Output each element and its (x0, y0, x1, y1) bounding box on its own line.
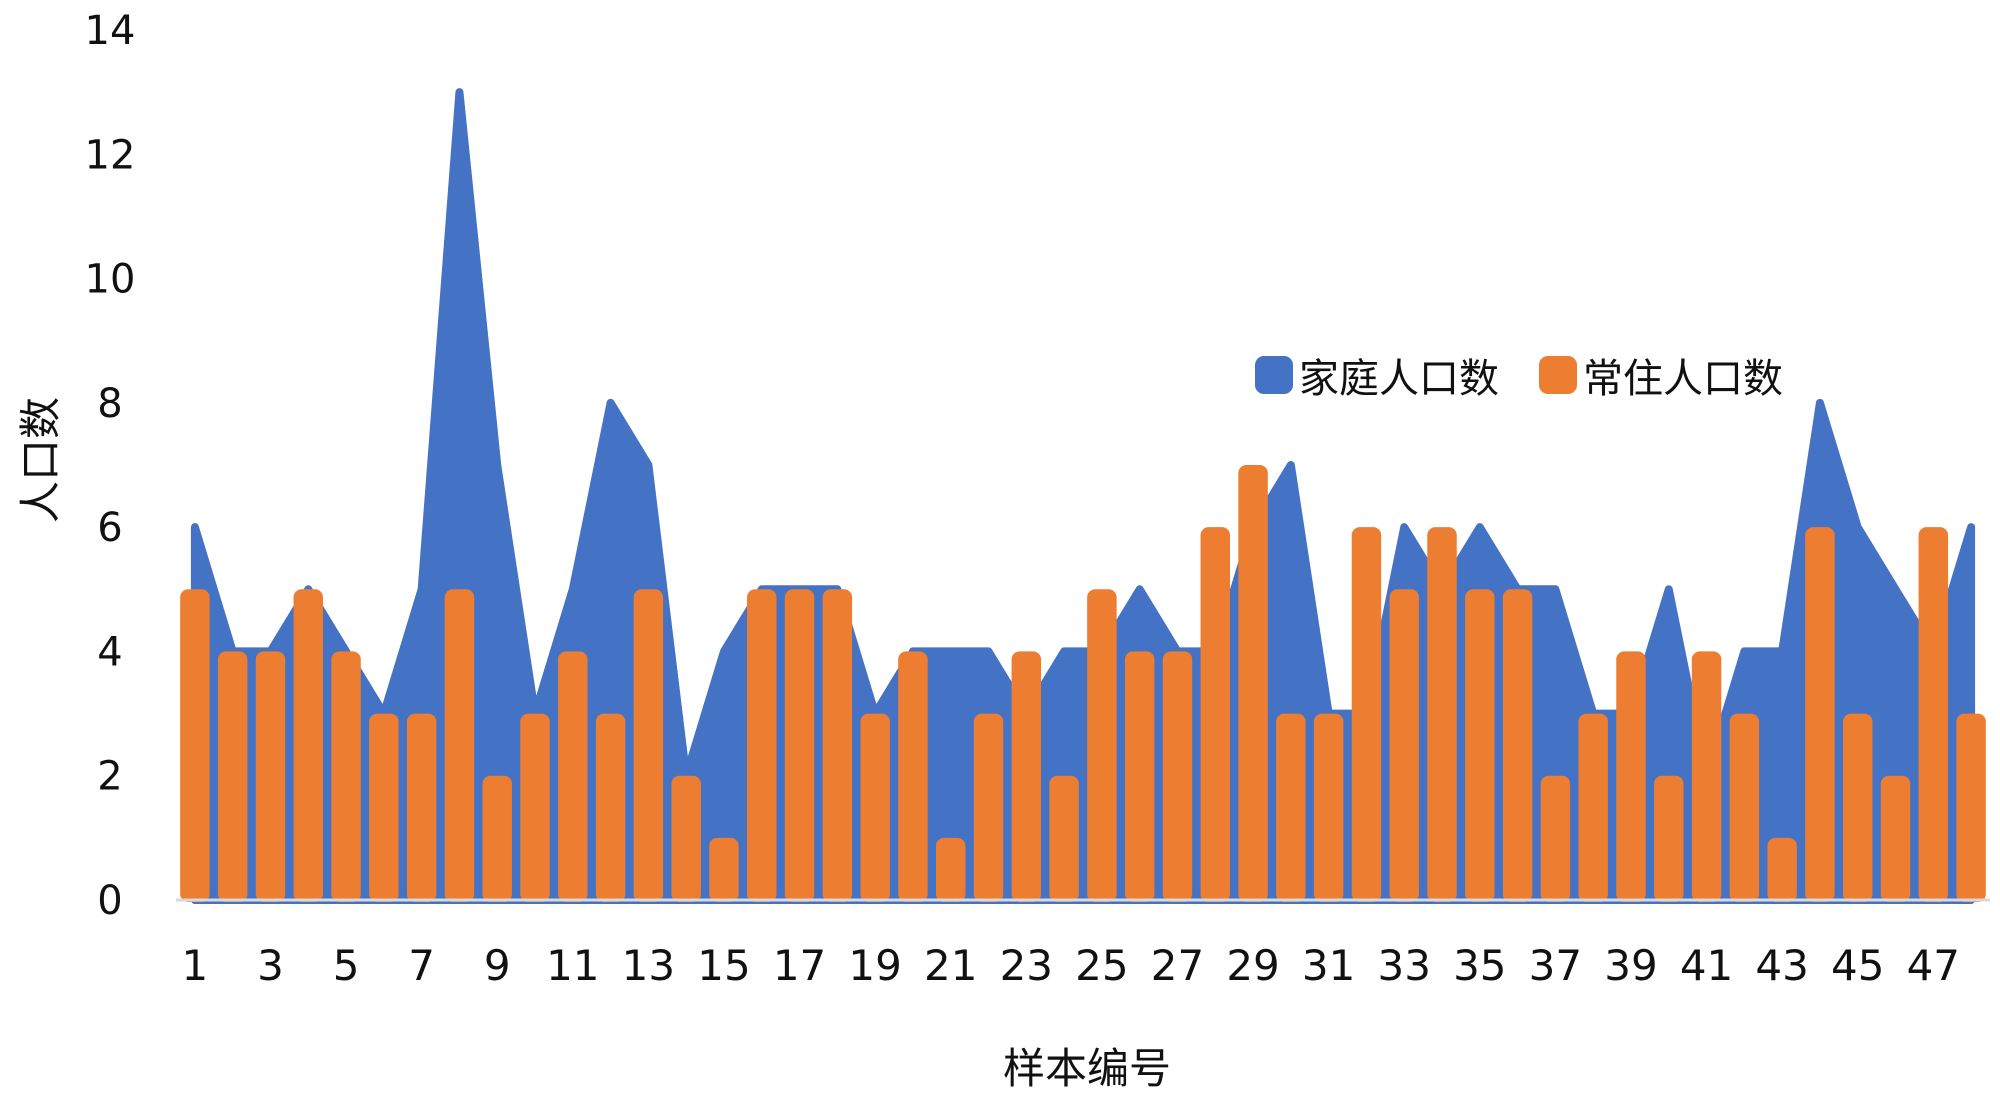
x-tick-label: 19 (848, 941, 901, 990)
bar-resident (709, 837, 739, 902)
bar-resident (1842, 713, 1873, 902)
bar-resident (1124, 651, 1155, 902)
bar-resident (1049, 775, 1079, 902)
bar-resident (558, 651, 588, 902)
bar-resident (1956, 713, 1986, 902)
bar-resident (1238, 465, 1268, 902)
bar-resident (1427, 527, 1457, 902)
x-tick-labels: 1 3 5 7 9 11 13 15 17 19 21 23 25 27 29 31 33 35 37 39 41 43 4… (182, 941, 1961, 990)
bar-resident (1578, 713, 1608, 902)
bar-resident (1729, 713, 1760, 902)
bar-resident (822, 589, 853, 902)
bar-resident (935, 837, 966, 902)
bar-resident (1200, 527, 1231, 902)
bar-resident (1691, 651, 1722, 902)
legend-swatch-household (1255, 356, 1293, 394)
bar-resident (331, 651, 361, 902)
x-tick-label: 1 (182, 941, 209, 990)
x-tick-label: 33 (1378, 941, 1431, 990)
bar-resident (1502, 589, 1533, 902)
bar-layer (180, 465, 1986, 902)
y-tick-labels: 0 2 4 6 8 10 12 14 (85, 8, 136, 924)
bar-resident (255, 651, 286, 902)
x-tick-label: 25 (1075, 941, 1128, 990)
x-tick-label: 39 (1604, 941, 1657, 990)
y-tick-label: 8 (97, 381, 122, 427)
bar-resident (1011, 651, 1042, 902)
bar-resident (747, 589, 777, 902)
x-tick-label: 47 (1907, 941, 1960, 990)
y-tick-label: 10 (85, 257, 136, 303)
x-tick-label: 45 (1831, 941, 1884, 990)
bar-resident (595, 713, 626, 902)
legend: 家庭人口数 常住人口数 (1255, 346, 1823, 404)
x-tick-label: 43 (1755, 941, 1808, 990)
x-tick-label: 17 (773, 941, 826, 990)
y-axis-title: 人口数 (16, 397, 65, 523)
bar-resident (444, 589, 475, 902)
x-tick-label: 23 (1000, 941, 1053, 990)
x-tick-label: 13 (622, 941, 675, 990)
bar-resident (784, 589, 815, 902)
bar-resident (293, 589, 324, 902)
bar-resident (406, 713, 437, 902)
bar-resident (1767, 837, 1797, 902)
legend-label-household: 家庭人口数 (1299, 356, 1499, 402)
bar-resident (860, 713, 890, 902)
x-tick-label: 41 (1680, 941, 1733, 990)
y-tick-label: 0 (97, 878, 122, 924)
bar-resident (1351, 527, 1382, 902)
bar-resident (1087, 589, 1117, 902)
legend-label-resident: 常住人口数 (1583, 356, 1783, 402)
x-tick-label: 5 (333, 941, 360, 990)
bar-resident (1616, 651, 1646, 902)
x-tick-label: 27 (1151, 941, 1204, 990)
bar-resident (217, 651, 248, 902)
bar-resident (369, 713, 399, 902)
x-axis-title: 样本编号 (1003, 1044, 1171, 1093)
bar-resident (1313, 713, 1344, 902)
x-tick-label: 7 (408, 941, 435, 990)
x-tick-label: 9 (484, 941, 511, 990)
bar-resident (633, 589, 664, 902)
x-tick-label: 35 (1453, 941, 1506, 990)
y-tick-label: 2 (97, 754, 122, 800)
bar-resident (1276, 713, 1306, 902)
x-tick-label: 11 (546, 941, 599, 990)
bar-resident (1918, 527, 1949, 902)
legend-swatch-resident (1539, 356, 1577, 394)
y-tick-label: 4 (97, 629, 122, 675)
x-tick-label: 3 (257, 941, 284, 990)
bar-resident (180, 589, 210, 902)
bar-resident (1465, 589, 1495, 902)
bar-resident (1654, 775, 1684, 902)
bar-resident (973, 713, 1004, 902)
x-tick-label: 21 (924, 941, 977, 990)
y-tick-label: 6 (97, 505, 122, 551)
bar-resident (671, 775, 701, 902)
bar-resident (1805, 527, 1835, 902)
bar-resident (1162, 651, 1193, 902)
bar-resident (1880, 775, 1911, 902)
y-tick-label: 14 (85, 8, 136, 54)
y-tick-label: 12 (85, 132, 136, 178)
bar-resident (1540, 775, 1571, 902)
legend-item-household: 家庭人口数 (1255, 346, 1499, 404)
bar-resident (520, 713, 550, 902)
x-tick-label: 29 (1226, 941, 1279, 990)
legend-item-resident: 常住人口数 (1539, 346, 1783, 404)
x-tick-label: 31 (1302, 941, 1355, 990)
bar-resident (482, 775, 512, 902)
x-tick-label: 15 (697, 941, 750, 990)
x-tick-label: 37 (1529, 941, 1582, 990)
bar-resident (898, 651, 928, 902)
bar-resident (1389, 589, 1419, 902)
